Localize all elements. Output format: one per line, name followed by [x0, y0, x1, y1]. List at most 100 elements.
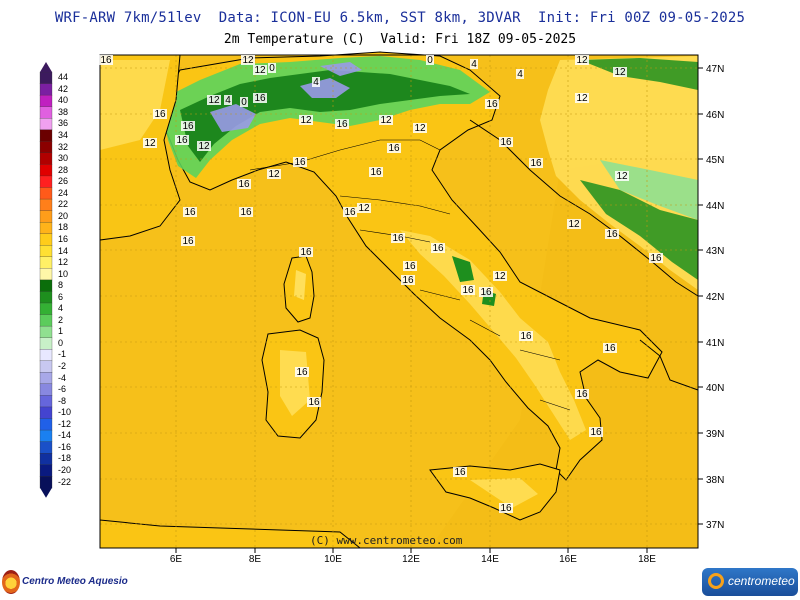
legend-swatch	[40, 291, 52, 303]
legend-swatch	[40, 199, 52, 211]
contour-label: 16	[240, 207, 252, 218]
legend-swatch	[40, 303, 52, 315]
legend-label: 24	[58, 189, 68, 198]
legend-arrow-bottom-icon	[40, 488, 52, 498]
legend-label: 6	[58, 293, 63, 302]
legend-label: 36	[58, 119, 68, 128]
contour-label: 16	[604, 343, 616, 354]
legend-label: 26	[58, 177, 68, 186]
contour-label: 12	[268, 169, 280, 180]
legend-label: -6	[58, 385, 66, 394]
contour-label: 16	[402, 275, 414, 286]
legend-label: 32	[58, 143, 68, 152]
contour-label: 16	[520, 331, 532, 342]
contour-label: 16	[182, 121, 194, 132]
legend-label: 12	[58, 258, 68, 267]
contour-label: 12	[576, 93, 588, 104]
legend-label: 42	[58, 85, 68, 94]
contour-label: 12	[254, 65, 266, 76]
contour-label: 16	[650, 253, 662, 264]
contour-label: 16	[486, 99, 498, 110]
legend-label: -10	[58, 408, 71, 417]
legend-swatch	[40, 257, 52, 269]
legend-label: -14	[58, 431, 71, 440]
legend-label: 8	[58, 281, 63, 290]
legend-label: 44	[58, 73, 68, 82]
contour-label: 4	[313, 77, 319, 88]
contour-label: 16	[500, 503, 512, 514]
legend-label: -2	[58, 362, 66, 371]
copyright-text: (C) www.centrometeo.com	[310, 534, 462, 547]
legend-label: 14	[58, 247, 68, 256]
contour-label: 4	[471, 59, 477, 70]
contour-label: 4	[225, 95, 231, 106]
contour-label: 16	[404, 261, 416, 272]
contour-label: 16	[182, 236, 194, 247]
legend-swatch	[40, 211, 52, 223]
legend-swatch	[40, 372, 52, 384]
legend-label: 22	[58, 200, 68, 209]
logo-right-text: centrometeo	[728, 574, 795, 588]
color-legend	[40, 62, 52, 498]
contour-label: 4	[517, 69, 523, 80]
contour-label: 0	[269, 63, 275, 74]
legend-swatch	[40, 268, 52, 280]
legend-swatch	[40, 453, 52, 465]
legend-swatch	[40, 130, 52, 142]
legend-swatch	[40, 72, 52, 84]
legend-swatch	[40, 419, 52, 431]
contour-label: 16	[254, 93, 266, 104]
legend-label: 38	[58, 108, 68, 117]
contour-label: 16	[500, 137, 512, 148]
legend-label: -4	[58, 374, 66, 383]
centro-meteo-aquesio-logo: Centro Meteo Aquesio	[2, 570, 112, 594]
contour-label: 16	[344, 207, 356, 218]
contour-label: 16	[308, 397, 320, 408]
legend-swatch	[40, 245, 52, 257]
contour-label: 12	[616, 171, 628, 182]
legend-label: -12	[58, 420, 71, 429]
legend-swatch	[40, 95, 52, 107]
contour-label: 12	[198, 141, 210, 152]
contour-label: 12	[300, 115, 312, 126]
legend-swatch	[40, 338, 52, 350]
lat-tick-label: 39N	[706, 429, 724, 440]
legend-label: 10	[58, 270, 68, 279]
contour-label: 12	[568, 219, 580, 230]
contour-label: 16	[480, 287, 492, 298]
legend-swatch	[40, 188, 52, 200]
legend-swatch	[40, 442, 52, 454]
legend-swatch	[40, 430, 52, 442]
legend-swatch	[40, 384, 52, 396]
contour-label: 16	[294, 157, 306, 168]
legend-swatch	[40, 349, 52, 361]
lat-tick-label: 40N	[706, 383, 724, 394]
contour-label: 16	[606, 229, 618, 240]
legend-label: -18	[58, 454, 71, 463]
legend-label: 40	[58, 96, 68, 105]
contour-label: 16	[176, 135, 188, 146]
lon-tick-label: 14E	[481, 554, 499, 565]
contour-label: 12	[144, 138, 156, 149]
legend-swatch	[40, 476, 52, 488]
legend-swatch	[40, 361, 52, 373]
lat-tick-label: 38N	[706, 475, 724, 486]
legend-swatch	[40, 107, 52, 119]
contour-label: 16	[388, 143, 400, 154]
lat-tick-label: 43N	[706, 246, 724, 257]
legend-swatch	[40, 280, 52, 292]
legend-swatch	[40, 465, 52, 477]
contour-label: 12	[576, 55, 588, 66]
legend-swatch	[40, 141, 52, 153]
contour-label: 16	[576, 389, 588, 400]
legend-label: 2	[58, 316, 63, 325]
legend-swatch	[40, 164, 52, 176]
legend-swatch	[40, 315, 52, 327]
legend-label: 4	[58, 304, 63, 313]
contour-label: 16	[590, 427, 602, 438]
contour-label: 12	[614, 67, 626, 78]
logo-left-text: Centro Meteo Aquesio	[22, 576, 128, 587]
lon-tick-label: 10E	[324, 554, 342, 565]
legend-swatch	[40, 395, 52, 407]
